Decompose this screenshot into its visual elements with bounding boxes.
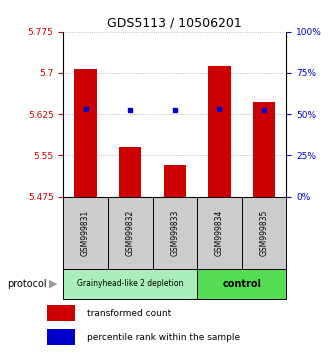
Bar [197, 197, 242, 269]
Bar [208, 66, 230, 197]
Text: transformed count: transformed count [87, 309, 171, 318]
Bar [119, 147, 141, 197]
Text: Grainyhead-like 2 depletion: Grainyhead-like 2 depletion [77, 279, 183, 288]
Bar [108, 197, 153, 269]
Text: ▶: ▶ [49, 279, 58, 289]
Text: GSM999831: GSM999831 [81, 210, 90, 256]
Bar [242, 197, 286, 269]
Bar [47, 306, 75, 321]
Text: protocol: protocol [7, 279, 46, 289]
Bar [164, 165, 186, 197]
Bar [153, 197, 197, 269]
Bar [47, 330, 75, 346]
Bar [75, 69, 97, 197]
Bar [63, 197, 108, 269]
Title: GDS5113 / 10506201: GDS5113 / 10506201 [108, 16, 242, 29]
Text: percentile rank within the sample: percentile rank within the sample [87, 333, 240, 342]
Bar [63, 269, 197, 299]
Text: GSM999835: GSM999835 [259, 210, 269, 256]
Text: GSM999834: GSM999834 [215, 210, 224, 256]
Bar [197, 269, 286, 299]
Text: control: control [222, 279, 261, 289]
Text: GSM999833: GSM999833 [170, 210, 179, 256]
Bar [253, 102, 275, 197]
Text: GSM999832: GSM999832 [126, 210, 135, 256]
